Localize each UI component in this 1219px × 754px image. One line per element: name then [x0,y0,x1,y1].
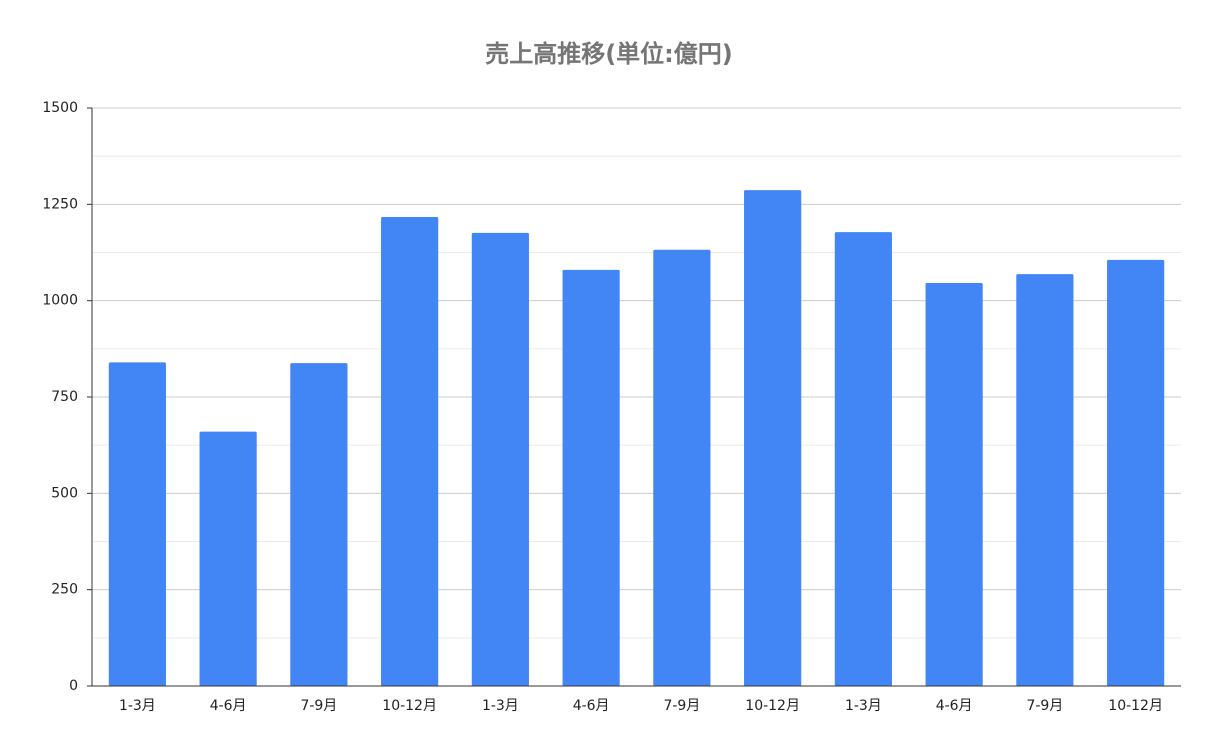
x-tick-label: 4-6月 [573,698,610,714]
x-tick-label: 7-9月 [663,698,700,714]
x-tick-label: 7-9月 [300,698,337,714]
x-tick-label: 1-3月 [845,698,882,714]
y-tick-label: 1500 [42,100,78,116]
bar [381,217,439,687]
y-tick-label: 500 [51,485,78,501]
bar [834,232,892,686]
bar [108,362,166,686]
bar [199,431,257,686]
x-tick-label: 4-6月 [210,698,247,714]
y-tick-label: 750 [51,389,78,405]
y-tick-label: 0 [69,678,78,694]
bar [653,249,711,686]
y-tick-label: 1250 [42,196,78,212]
bar [744,190,802,687]
x-tick-label: 10-12月 [382,698,437,714]
x-tick-label: 4-6月 [936,698,973,714]
x-tick-label: 10-12月 [745,698,800,714]
chart-title: 売上高推移(単位:億円) [485,40,733,68]
bar [471,232,529,686]
bar [1016,274,1074,686]
x-tick-label: 10-12月 [1108,698,1163,714]
y-tick-label: 1000 [42,293,78,309]
x-tick-label: 7-9月 [1026,698,1063,714]
y-tick-label: 250 [51,582,78,598]
bar [290,363,348,686]
x-tick-label: 1-3月 [482,698,519,714]
bar [1107,259,1165,686]
bar [562,269,620,686]
x-tick-label: 1-3月 [119,698,156,714]
bar [925,282,983,686]
